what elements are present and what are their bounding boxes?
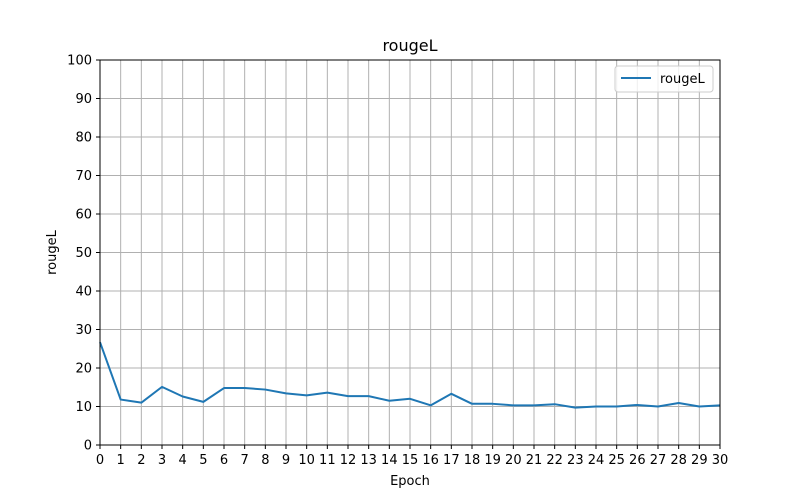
x-tick-label: 12 xyxy=(340,453,357,468)
legend: rougeL xyxy=(615,66,713,92)
y-axis-label: rougeL xyxy=(45,229,60,275)
y-tick-label: 80 xyxy=(75,131,92,146)
chart-title: rougeL xyxy=(382,36,437,55)
y-tick-label: 20 xyxy=(75,362,92,377)
x-tick-label: 7 xyxy=(241,453,249,468)
x-tick-label: 3 xyxy=(158,453,166,468)
y-tick-label: 70 xyxy=(75,169,92,184)
x-tick-label: 8 xyxy=(261,453,269,468)
x-tick-label: 15 xyxy=(402,453,419,468)
y-tick-label: 10 xyxy=(75,400,92,415)
x-tick-label: 2 xyxy=(137,453,145,468)
x-tick-label: 0 xyxy=(96,453,104,468)
x-tick-label: 10 xyxy=(298,453,315,468)
y-tick-label: 90 xyxy=(75,92,92,107)
x-tick-label: 18 xyxy=(464,453,481,468)
x-tick-label: 26 xyxy=(629,453,646,468)
y-tick-label: 0 xyxy=(84,439,92,454)
x-tick-label: 25 xyxy=(608,453,625,468)
y-tick-label: 50 xyxy=(75,246,92,261)
x-tick-label: 6 xyxy=(220,453,228,468)
x-tick-label: 28 xyxy=(670,453,687,468)
x-tick-label: 9 xyxy=(282,453,290,468)
x-tick-label: 11 xyxy=(319,453,336,468)
x-tick-label: 19 xyxy=(484,453,501,468)
x-tick-label: 1 xyxy=(117,453,125,468)
y-tick-label: 30 xyxy=(75,323,92,338)
x-tick-label: 23 xyxy=(567,453,584,468)
x-tick-label: 22 xyxy=(546,453,563,468)
x-tick-label: 16 xyxy=(422,453,439,468)
x-tick-label: 14 xyxy=(381,453,398,468)
x-tick-label: 29 xyxy=(691,453,708,468)
y-axis-ticks: 0 10 20 30 40 50 60 70 80 90 100 xyxy=(67,54,100,454)
x-tick-label: 4 xyxy=(179,453,187,468)
x-axis-label: Epoch xyxy=(390,474,430,489)
x-tick-label: 21 xyxy=(526,453,543,468)
x-tick-label: 17 xyxy=(443,453,460,468)
x-tick-label: 24 xyxy=(588,453,605,468)
y-tick-label: 60 xyxy=(75,208,92,223)
y-tick-label: 100 xyxy=(67,54,92,69)
x-tick-label: 5 xyxy=(199,453,207,468)
x-tick-label: 30 xyxy=(712,453,729,468)
x-tick-label: 13 xyxy=(360,453,377,468)
x-tick-label: 27 xyxy=(650,453,667,468)
x-tick-label: 20 xyxy=(505,453,522,468)
grid-lines xyxy=(100,60,720,445)
y-tick-label: 40 xyxy=(75,285,92,300)
legend-label-rougeL: rougeL xyxy=(660,72,706,87)
